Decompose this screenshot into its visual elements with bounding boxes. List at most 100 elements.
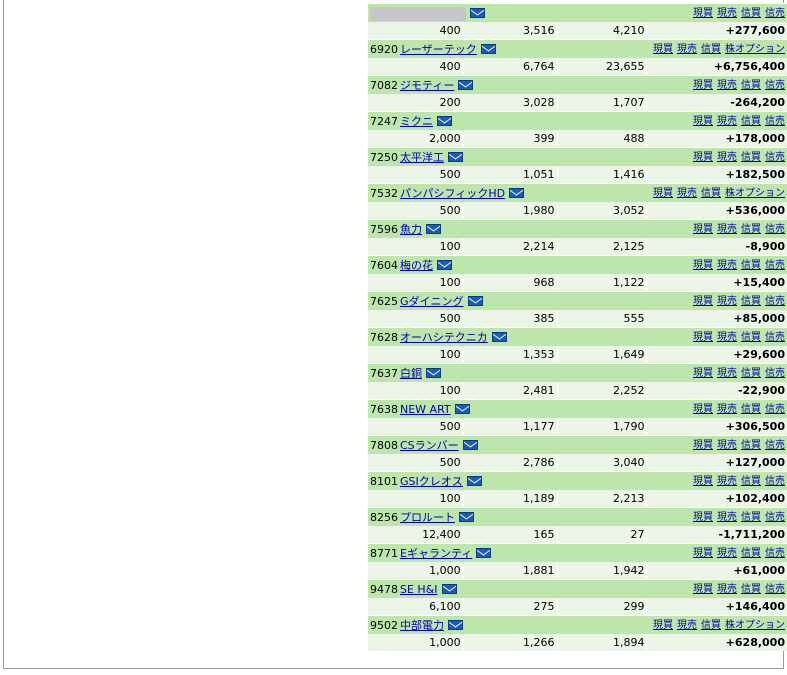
mail-icon[interactable] xyxy=(480,43,496,54)
mail-icon[interactable] xyxy=(509,187,525,198)
margin-sell-link[interactable]: 信売 xyxy=(765,547,785,559)
mail-icon[interactable] xyxy=(476,547,492,558)
stock-name-link[interactable]: GSIクレオス xyxy=(400,474,463,488)
sell-link[interactable]: 現売 xyxy=(717,439,737,451)
margin-buy-link[interactable]: 信買 xyxy=(741,511,761,523)
sell-link[interactable]: 現売 xyxy=(717,115,737,127)
margin-sell-link[interactable]: 信売 xyxy=(765,511,785,523)
buy-link[interactable]: 現買 xyxy=(693,511,713,523)
margin-buy-link[interactable]: 信買 xyxy=(741,475,761,487)
stock-name-link[interactable]: 魚力 xyxy=(400,222,422,236)
buy-link[interactable]: 現買 xyxy=(653,619,673,631)
margin-buy-link[interactable]: 信買 xyxy=(741,583,761,595)
stock-name-link[interactable]: パンパシフィックHD xyxy=(400,186,506,200)
sell-link[interactable]: 現売 xyxy=(717,151,737,163)
stock-name-link[interactable]: NEW ART xyxy=(400,402,451,416)
sell-link[interactable]: 現売 xyxy=(717,7,737,19)
margin-buy-link[interactable]: 信買 xyxy=(701,187,721,199)
stock-name-link[interactable]: 白銅 xyxy=(400,366,422,380)
stock-name-link[interactable]: 梅の花 xyxy=(400,258,433,272)
mail-icon[interactable] xyxy=(458,79,474,90)
sell-link[interactable]: 現売 xyxy=(717,475,737,487)
margin-buy-link[interactable]: 信買 xyxy=(741,7,761,19)
margin-buy-link[interactable]: 信買 xyxy=(741,367,761,379)
margin-buy-link[interactable]: 信買 xyxy=(741,223,761,235)
sell-link[interactable]: 現売 xyxy=(677,43,697,55)
margin-sell-link[interactable]: 信売 xyxy=(765,475,785,487)
buy-link[interactable]: 現買 xyxy=(693,79,713,91)
margin-buy-link[interactable]: 信買 xyxy=(741,115,761,127)
margin-sell-link[interactable]: 信売 xyxy=(765,367,785,379)
mail-icon[interactable] xyxy=(459,511,474,522)
margin-sell-link[interactable]: 信売 xyxy=(765,439,785,451)
sell-link[interactable]: 現売 xyxy=(717,79,737,91)
buy-link[interactable]: 現買 xyxy=(693,331,713,343)
stock-options-link[interactable]: 株オプション xyxy=(725,187,785,199)
mail-icon[interactable] xyxy=(448,151,463,162)
sell-link[interactable]: 現売 xyxy=(677,619,697,631)
margin-sell-link[interactable]: 信売 xyxy=(765,403,785,415)
margin-sell-link[interactable]: 信売 xyxy=(765,223,785,235)
mail-icon[interactable] xyxy=(466,475,482,486)
buy-link[interactable]: 現買 xyxy=(693,475,713,487)
buy-link[interactable]: 現買 xyxy=(693,367,713,379)
buy-link[interactable]: 現買 xyxy=(693,295,713,307)
buy-link[interactable]: 現買 xyxy=(693,223,713,235)
stock-name-link[interactable]: オーハシテクニカ xyxy=(400,330,488,344)
stock-name-link[interactable]: ジモティー xyxy=(400,78,455,92)
margin-buy-link[interactable]: 信買 xyxy=(741,79,761,91)
buy-link[interactable]: 現買 xyxy=(693,259,713,271)
sell-link[interactable]: 現売 xyxy=(717,511,737,523)
buy-link[interactable]: 現買 xyxy=(693,583,713,595)
stock-name-link[interactable]: 太平洋工 xyxy=(400,150,444,164)
buy-link[interactable]: 現買 xyxy=(693,7,713,19)
mail-icon[interactable] xyxy=(470,7,485,18)
sell-link[interactable]: 現売 xyxy=(717,367,737,379)
mail-icon[interactable] xyxy=(491,331,507,342)
margin-sell-link[interactable]: 信売 xyxy=(765,295,785,307)
buy-link[interactable]: 現買 xyxy=(693,547,713,559)
margin-buy-link[interactable]: 信買 xyxy=(741,295,761,307)
stock-name-link[interactable]: Eギャランティ xyxy=(400,546,473,560)
buy-link[interactable]: 現買 xyxy=(653,187,673,199)
margin-sell-link[interactable]: 信売 xyxy=(765,259,785,271)
sell-link[interactable]: 現売 xyxy=(717,259,737,271)
margin-buy-link[interactable]: 信買 xyxy=(741,151,761,163)
sell-link[interactable]: 現売 xyxy=(717,331,737,343)
sell-link[interactable]: 現売 xyxy=(717,295,737,307)
mail-icon[interactable] xyxy=(462,439,478,450)
margin-sell-link[interactable]: 信売 xyxy=(765,79,785,91)
mail-icon[interactable] xyxy=(467,295,483,306)
stock-options-link[interactable]: 株オプション xyxy=(725,43,785,55)
stock-name-link[interactable]: 中部電力 xyxy=(400,618,444,632)
sell-link[interactable]: 現売 xyxy=(717,403,737,415)
margin-sell-link[interactable]: 信売 xyxy=(765,331,785,343)
buy-link[interactable]: 現買 xyxy=(693,439,713,451)
stock-name-link[interactable]: プロルート xyxy=(400,510,455,524)
buy-link[interactable]: 現買 xyxy=(693,151,713,163)
stock-name-link[interactable]: CSランバー xyxy=(400,438,459,452)
margin-sell-link[interactable]: 信売 xyxy=(765,7,785,19)
stock-name-link[interactable]: ミクニ xyxy=(400,114,433,128)
mail-icon[interactable] xyxy=(437,259,452,270)
margin-buy-link[interactable]: 信買 xyxy=(741,259,761,271)
stock-name-link[interactable]: SE H&I xyxy=(400,582,438,596)
buy-link[interactable]: 現買 xyxy=(693,403,713,415)
margin-buy-link[interactable]: 信買 xyxy=(741,547,761,559)
margin-sell-link[interactable]: 信売 xyxy=(765,115,785,127)
stock-options-link[interactable]: 株オプション xyxy=(725,619,785,631)
buy-link[interactable]: 現買 xyxy=(653,43,673,55)
margin-sell-link[interactable]: 信売 xyxy=(765,151,785,163)
margin-buy-link[interactable]: 信買 xyxy=(741,439,761,451)
margin-buy-link[interactable]: 信買 xyxy=(701,43,721,55)
mail-icon[interactable] xyxy=(454,403,470,414)
stock-name-link[interactable]: レーザーテック xyxy=(400,42,477,56)
sell-link[interactable]: 現売 xyxy=(717,223,737,235)
margin-buy-link[interactable]: 信買 xyxy=(701,619,721,631)
buy-link[interactable]: 現買 xyxy=(693,115,713,127)
margin-sell-link[interactable]: 信売 xyxy=(765,583,785,595)
stock-name-link[interactable]: Gダイニング xyxy=(400,294,464,308)
mail-icon[interactable] xyxy=(448,619,463,630)
mail-icon[interactable] xyxy=(441,583,457,594)
margin-buy-link[interactable]: 信買 xyxy=(741,403,761,415)
